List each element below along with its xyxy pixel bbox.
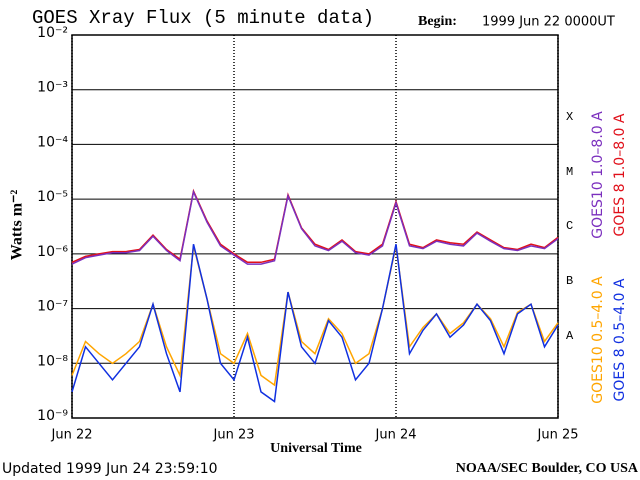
x-tick-label: Jun 25 [537,428,579,443]
series-line [71,244,559,403]
flare-class-label: B [566,274,573,288]
flare-class-label: X [566,110,573,124]
credit: NOAA/SEC Boulder, CO USA [456,461,639,476]
y-tick-label: 10⁻⁸ [37,353,68,369]
plot-frame [71,34,559,419]
y-axis-label: Watts m⁻² [9,190,26,261]
legend-entry: GOES10 1.0–8.0 A [590,111,606,239]
x-tick-label: Jun 23 [213,428,255,443]
x-tick-label: Jun 24 [375,428,417,443]
legend-entry: GOES 8 0.5–4.0 A [612,278,628,401]
x-tick-label: Jun 22 [51,428,93,443]
x-axis-label: Universal Time [270,441,362,456]
chart-title: GOES Xray Flux (5 minute data) [32,7,374,29]
series-line [71,189,559,265]
begin-date: 1999 Jun 22 0000UT [482,15,615,30]
begin-label: Begin: [418,14,457,29]
y-tick-label: 10⁻² [37,25,68,41]
y-tick-label: 10⁻⁴ [37,134,68,150]
legend-entry: GOES10 0.5–4.0 A [590,276,606,404]
flare-class-label: C [566,219,573,233]
y-tick-label: 10⁻⁹ [37,408,68,424]
y-tick-label: 10⁻⁵ [37,189,68,205]
y-tick-label: 10⁻⁷ [37,299,68,315]
flare-class-label: A [566,329,574,343]
y-tick-label: 10⁻⁶ [37,244,68,260]
flare-class-label: M [566,165,573,179]
series-line [71,188,559,264]
legend-entry: GOES 8 1.0–8.0 A [612,113,628,236]
y-tick-label: 10⁻³ [37,80,68,96]
updated: Updated 1999 Jun 24 23:59:10 [2,461,218,477]
